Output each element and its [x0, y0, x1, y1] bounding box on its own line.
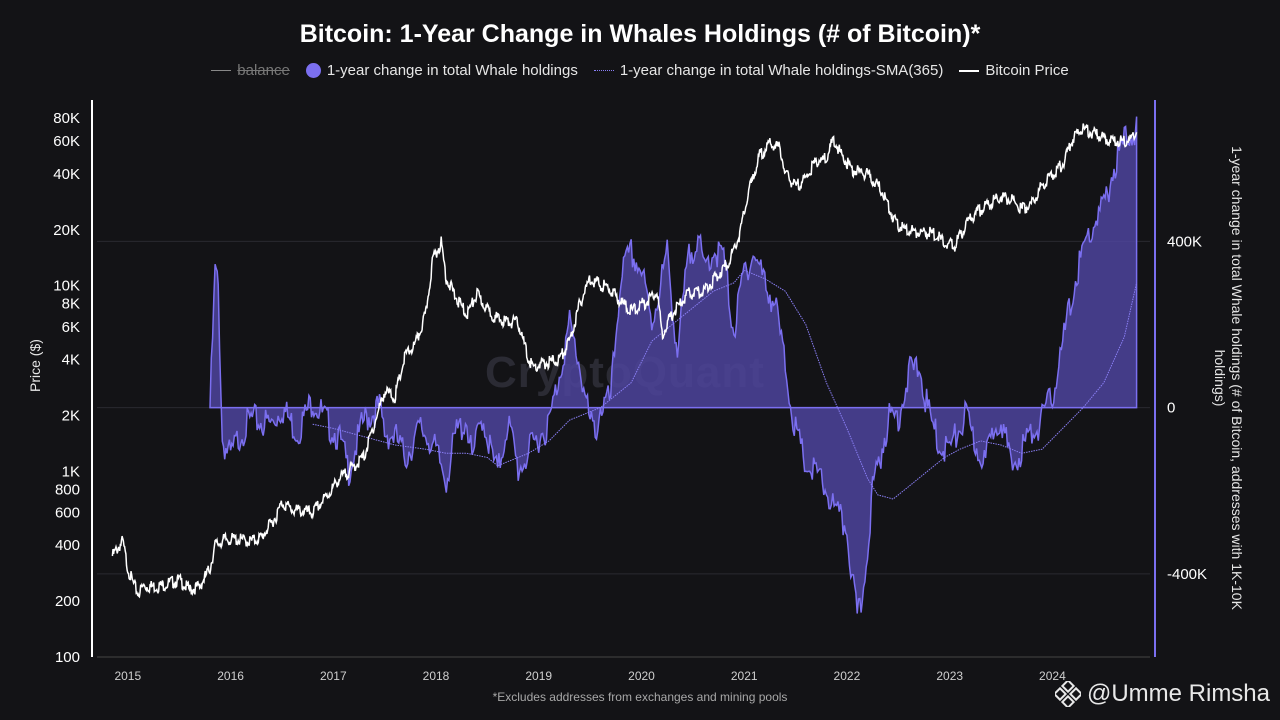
- sma-line: [312, 269, 1138, 500]
- left-tick-label: 800: [55, 481, 80, 498]
- left-tick-label: 80K: [53, 110, 80, 127]
- legend-item-change[interactable]: 1-year change in total Whale holdings: [305, 62, 578, 79]
- legend: balance 1-year change in total Whale hol…: [0, 62, 1280, 79]
- right-tick-label: -400K: [1167, 566, 1207, 583]
- change-dot-icon: [305, 63, 321, 78]
- left-tick-label: 20K: [53, 222, 80, 239]
- legend-label-change: 1-year change in total Whale holdings: [326, 62, 578, 79]
- legend-label-balance: balance: [237, 62, 290, 79]
- left-tick-label: 8K: [62, 296, 80, 313]
- right-tick-label: 0: [1167, 400, 1175, 417]
- whale-change-area: [209, 116, 1138, 614]
- credit: @Umme Rimsha: [1054, 680, 1270, 708]
- price-line-icon: [959, 69, 980, 72]
- left-tick-label: 400: [55, 537, 80, 554]
- chart-title: Bitcoin: 1-Year Change in Whales Holding…: [299, 20, 981, 48]
- right-tick-label: 400K: [1167, 233, 1202, 250]
- legend-label-sma: 1-year change in total Whale holdings-SM…: [619, 62, 944, 79]
- right-axis-label: 1-year change in total Whale holdings (#…: [1212, 146, 1245, 610]
- left-tick-label: 40K: [53, 166, 80, 183]
- x-tick-label: 2024: [1039, 669, 1066, 683]
- x-tick-label: 2019: [525, 669, 552, 683]
- credit-text: @Umme Rimsha: [1086, 680, 1270, 707]
- left-tick-label: 600: [55, 505, 80, 522]
- left-tick-label: 100: [55, 649, 80, 666]
- footnote: *Excludes addresses from exchanges and m…: [492, 690, 788, 704]
- x-tick-label: 2022: [834, 669, 861, 683]
- left-tick-label: 6K: [62, 319, 80, 336]
- left-tick-label: 2K: [62, 407, 80, 424]
- legend-item-balance[interactable]: balance: [211, 62, 290, 79]
- x-tick-label: 2016: [217, 669, 244, 683]
- x-tick-label: 2023: [936, 669, 963, 683]
- price-line: [111, 123, 1138, 599]
- x-tick-label: 2018: [423, 669, 450, 683]
- x-tick-label: 2015: [114, 669, 141, 683]
- x-tick-label: 2020: [628, 669, 655, 683]
- left-axis-label: Price ($): [27, 339, 43, 392]
- left-tick-label: 4K: [62, 352, 80, 369]
- binance-diamond-icon: [1054, 681, 1081, 707]
- x-tick-label: 2021: [731, 669, 758, 683]
- sma-line-icon: [593, 70, 614, 71]
- left-tick-label: 60K: [53, 133, 80, 150]
- left-tick-label: 200: [55, 593, 80, 610]
- x-tick-label: 2017: [320, 669, 347, 683]
- legend-item-sma[interactable]: 1-year change in total Whale holdings-SM…: [593, 62, 944, 79]
- left-tick-label: 1K: [62, 463, 80, 480]
- left-tick-label: 10K: [53, 278, 80, 295]
- legend-item-price[interactable]: Bitcoin Price: [959, 62, 1069, 79]
- legend-label-price: Bitcoin Price: [985, 62, 1069, 79]
- balance-line-icon: [211, 70, 232, 71]
